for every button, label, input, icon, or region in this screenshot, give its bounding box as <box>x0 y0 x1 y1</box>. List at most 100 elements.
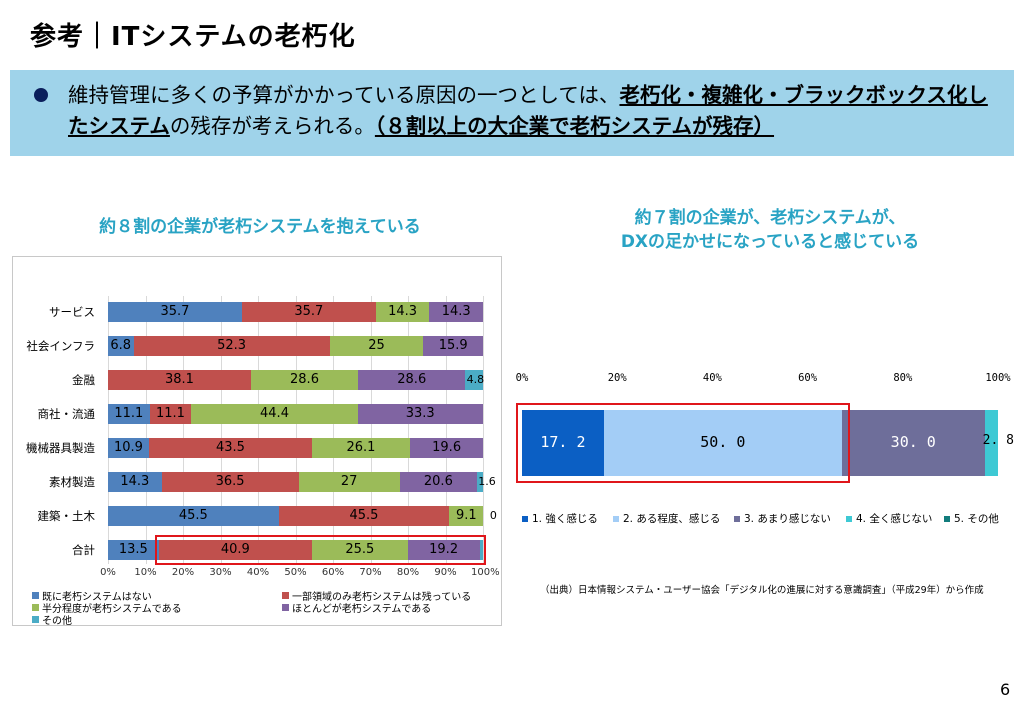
data-label: 10.9 <box>113 440 143 455</box>
summary-banner: 維持管理に多くの予算がかかっている原因の一つとしては、老朽化・複雑化・ブラックボ… <box>10 70 1014 156</box>
data-label: 14.3 <box>388 304 418 319</box>
bar-segment <box>409 438 484 458</box>
page-title: 参考｜ITシステムの老朽化 <box>30 22 356 52</box>
gridline <box>145 296 147 564</box>
data-label: 11.1 <box>114 406 144 421</box>
data-label: 15.9 <box>438 338 468 353</box>
bar-segment <box>108 540 159 560</box>
data-label: 6.8 <box>110 338 132 353</box>
legend-label: 5. その他 <box>954 513 999 525</box>
data-label: 11.1 <box>155 406 185 421</box>
bar-segment <box>108 438 149 458</box>
data-label: 20.6 <box>423 474 453 489</box>
legend-label: その他 <box>42 616 72 627</box>
summary-emphasis-2: （８割以上の大企業で老朽システムが残存） <box>374 114 775 138</box>
category-label: 商社・流通 <box>37 407 96 421</box>
bar-segment <box>108 404 150 424</box>
right-heading-line1: 約７割の企業が、老朽システムが、 <box>634 208 906 228</box>
gridline <box>295 296 297 564</box>
x-tick-label: 50% <box>284 567 307 578</box>
bar-segment <box>375 302 430 322</box>
legend-label: 既に老朽システムはない <box>42 592 152 603</box>
left-chart-heading: 約８割の企業が老朽システムを抱えている <box>99 217 421 237</box>
summary-emphasis-1: 老朽化・複雑化・ブラックボックス化したシステム <box>68 83 988 138</box>
total-row-highlight <box>154 535 486 565</box>
data-label: 43.5 <box>215 440 245 455</box>
legend-swatch <box>734 515 740 522</box>
data-label: 28.6 <box>397 372 427 387</box>
data-label: 35.7 <box>160 304 190 319</box>
bar-segment <box>423 336 483 356</box>
bar-segment <box>161 472 299 492</box>
x-tick-label: 40% <box>246 567 270 578</box>
x-tick-label: 10% <box>134 567 157 578</box>
gridline <box>408 296 409 564</box>
data-label: 50. 0 <box>700 433 746 451</box>
legend-item: 一部領域のみ老朽システムは残っている <box>282 588 471 603</box>
x-tick-label: 30% <box>209 567 232 578</box>
legend-swatch <box>282 592 289 599</box>
legend-item: 4. 全く感じない <box>846 511 932 526</box>
legend-item: 3. あまり感じない <box>734 511 831 526</box>
data-label: 14.3 <box>441 304 471 319</box>
x-tick-label: 60% <box>798 372 818 384</box>
bar-segment <box>191 404 358 424</box>
bar-segment <box>357 404 483 424</box>
x-tick-label: 80% <box>396 567 420 578</box>
bar-segment <box>241 302 376 322</box>
legend-swatch <box>613 515 619 522</box>
data-label: 9.1 <box>455 508 477 523</box>
legend-label: ほとんどが老朽システムである <box>292 604 432 615</box>
bar-segment <box>149 404 192 424</box>
gridline <box>483 296 484 564</box>
legend-label: 半分程度が老朽システムである <box>42 604 182 615</box>
legend-item: ほとんどが老朽システムである <box>282 600 431 615</box>
bullet-icon <box>34 88 48 102</box>
data-label: 33.3 <box>405 406 435 421</box>
legend-item: 半分程度が老朽システムである <box>32 600 182 615</box>
legend-label: 3. あまり感じない <box>744 513 831 525</box>
data-label: 13.5 <box>118 542 148 557</box>
x-tick-label: 0% <box>515 372 529 384</box>
legend-swatch <box>522 515 528 522</box>
bar-segment <box>148 438 312 458</box>
data-label: 40.9 <box>220 542 250 557</box>
x-tick-label: 20% <box>607 372 627 384</box>
bar-segment <box>312 540 408 560</box>
bar-segment <box>429 302 483 322</box>
legend-swatch <box>32 616 39 623</box>
bar-segment <box>108 506 279 526</box>
data-label: 30. 0 <box>890 433 936 451</box>
gridline <box>220 296 222 564</box>
bar-segment <box>841 410 985 476</box>
x-tick-label: 100% <box>471 567 500 578</box>
x-tick-label: 90% <box>434 567 457 578</box>
legend-label: 一部領域のみ老朽システムは残っている <box>292 592 472 603</box>
bar-segment <box>477 472 483 492</box>
bar-segment <box>108 336 134 356</box>
right-heading-line2: DXの足かせになっていると感じている <box>620 232 920 252</box>
legend-swatch <box>846 515 852 522</box>
gridline <box>258 296 259 564</box>
gridline <box>370 296 372 564</box>
category-label: 社会インフラ <box>26 339 95 353</box>
data-label: 45.5 <box>178 508 208 523</box>
data-label: 35.7 <box>294 304 324 319</box>
bar-segment <box>603 410 842 476</box>
page-number: 6 <box>1000 680 1011 699</box>
data-label: 27 <box>340 474 358 489</box>
data-label: 0 <box>489 509 497 522</box>
legend-label: 4. 全く感じない <box>856 513 933 525</box>
bar-segment <box>407 540 480 560</box>
bar-segment <box>250 370 359 390</box>
legend-swatch <box>944 515 950 522</box>
bar-segment <box>479 540 483 560</box>
gridline <box>333 296 334 564</box>
bar-segment <box>108 472 162 492</box>
data-label: 25.5 <box>345 542 375 557</box>
x-tick-label: 40% <box>702 372 722 384</box>
category-label: 素材製造 <box>49 475 95 489</box>
bar-segment <box>449 506 484 526</box>
category-label: 合計 <box>72 543 95 557</box>
x-tick-label: 80% <box>893 372 913 384</box>
